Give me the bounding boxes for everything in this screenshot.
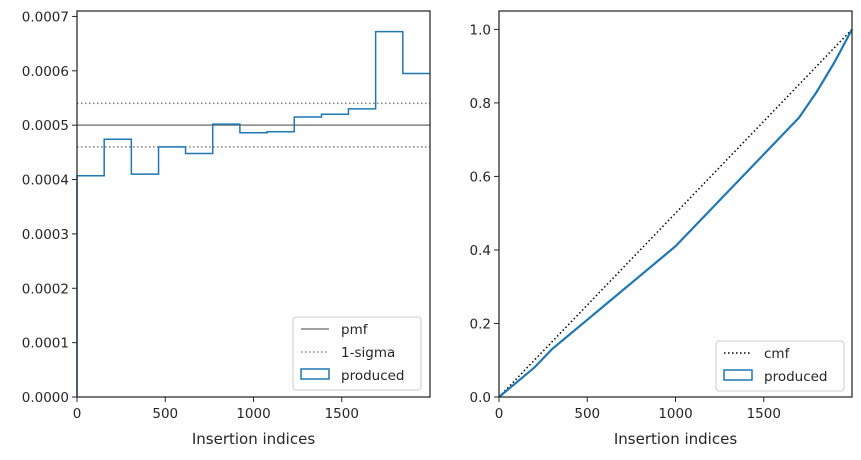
x-tick-label: 0 [73, 406, 82, 422]
axes-frame [498, 10, 853, 398]
cmf-line [498, 28, 853, 398]
legend-cmf-label: cmf [764, 346, 791, 362]
legend-produced-swatch [723, 369, 753, 381]
x-tick-label: 500 [152, 406, 178, 422]
y-tick-label: 0.0000 [22, 390, 69, 406]
y-ticks: 0.0 0.2 0.4 0.6 0.8 1.0 [470, 22, 499, 406]
x-ticks: 0 500 1000 1500 [73, 397, 359, 422]
cmf-chart: 0.0 0.2 0.4 0.6 0.8 1.0 0 500 1000 1500 Insertio… [470, 10, 853, 448]
produced-cumulative-line [498, 28, 853, 398]
x-ticks: 0 500 1000 1500 [495, 397, 781, 422]
produced-step-line [76, 30, 430, 397]
y-tick-label: 0.8 [470, 96, 491, 112]
x-axis-label: Insertion indices [614, 430, 737, 448]
y-tick-label: 0.0 [470, 390, 491, 406]
pmf-chart: 0.0000 0.0001 0.0002 0.0003 0.0004 0.0005 0.00… [22, 9, 431, 448]
y-tick-label: 0.2 [470, 316, 491, 332]
legend-produced-label: produced [341, 368, 405, 384]
y-ticks: 0.0000 0.0001 0.0002 0.0003 0.0004 0.0005 0.00… [22, 9, 77, 406]
legend-pmf-label: pmf [341, 322, 369, 338]
legend-produced-swatch [300, 368, 330, 380]
y-tick-label: 0.6 [470, 169, 491, 185]
x-tick-label: 1000 [236, 406, 270, 422]
x-tick-label: 1000 [658, 406, 692, 422]
y-tick-label: 0.4 [470, 243, 491, 259]
y-tick-label: 0.0001 [22, 336, 69, 352]
y-tick-label: 0.0007 [22, 9, 69, 25]
series-layer [76, 30, 430, 397]
y-tick-label: 0.0006 [22, 64, 69, 80]
y-tick-label: 0.0004 [22, 173, 69, 189]
y-tick-label: 0.0003 [22, 227, 69, 243]
x-axis-label: Insertion indices [192, 430, 315, 448]
legend-produced-label: produced [764, 369, 828, 385]
x-tick-label: 1500 [325, 406, 359, 422]
legend: pmf 1-sigma produced [292, 316, 422, 391]
series-layer [498, 28, 853, 398]
legend-box [292, 316, 422, 391]
y-tick-label: 0.0002 [22, 281, 69, 297]
y-tick-label: 0.0005 [22, 118, 69, 134]
x-tick-label: 0 [495, 406, 504, 422]
axes-frame [76, 10, 431, 398]
x-tick-label: 1500 [747, 406, 781, 422]
legend-sigma-label: 1-sigma [341, 345, 395, 361]
legend: cmf produced [715, 340, 845, 392]
y-tick-label: 1.0 [470, 22, 491, 38]
x-tick-label: 500 [574, 406, 600, 422]
